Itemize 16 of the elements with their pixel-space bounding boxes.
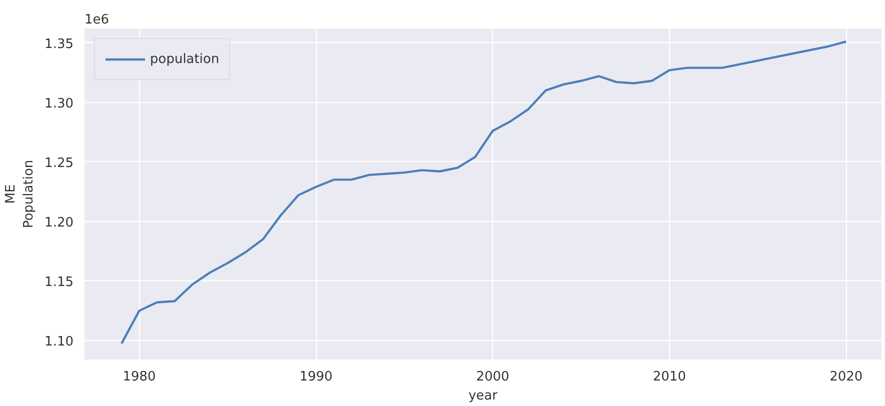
- x-tick-label: 2000: [476, 370, 510, 384]
- x-tick-label: 2010: [652, 370, 686, 384]
- x-axis-title: year: [468, 388, 498, 404]
- text: 1e6: [84, 12, 110, 28]
- x-tick-label: 2020: [830, 370, 863, 384]
- y-tick-label: 1.35: [44, 36, 74, 52]
- x-tick-label: 1980: [122, 370, 156, 384]
- y-tick-label: 1.30: [44, 96, 74, 112]
- x-tick-label: 1990: [299, 370, 333, 384]
- y-tick-label: 1.10: [44, 334, 74, 350]
- y-tick-label: 1.20: [44, 215, 74, 230]
- y-tick-label: 1.15: [44, 274, 74, 290]
- legend-label: population: [150, 52, 220, 66]
- y-tick-label: 1.25: [44, 156, 74, 171]
- y-axis-title: ME Population: [4, 160, 37, 228]
- line-series: [120, 40, 848, 345]
